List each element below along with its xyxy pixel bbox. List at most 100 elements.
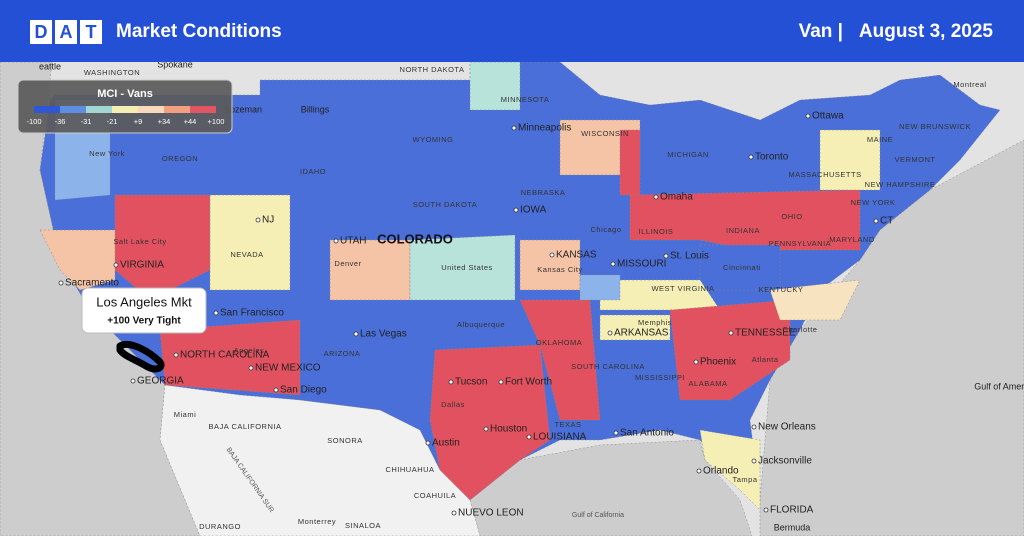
city-label: Austin	[432, 438, 460, 449]
state-label: VERMONT	[895, 155, 936, 164]
city-label: ARKANSAS	[614, 328, 669, 339]
region	[329, 239, 411, 301]
city-label: MISSOURI	[617, 259, 666, 270]
city-dot	[248, 365, 254, 371]
region	[409, 234, 516, 301]
state-label: WISCONSIN	[581, 129, 629, 138]
logo-box	[80, 20, 102, 44]
city-dot	[805, 113, 811, 119]
legend-swatch	[86, 106, 112, 113]
city-dot	[58, 280, 64, 286]
state-label: ILLINOIS	[639, 227, 674, 236]
state-label: OHIO	[781, 212, 802, 221]
date: August 3, 2025	[859, 21, 994, 42]
state-label: CHIHUAHUA	[385, 465, 434, 474]
state-label: SINALOA	[345, 521, 381, 530]
city-label: San Antonio	[620, 428, 674, 439]
state-label: OREGON	[162, 154, 198, 163]
water	[469, 439, 753, 537]
city-dot	[483, 426, 489, 432]
region	[429, 344, 551, 501]
state-label: KENTUCKY	[759, 285, 804, 294]
scribble	[116, 341, 165, 373]
city-label: San Diego	[280, 385, 327, 396]
state-label: COAHUILA	[414, 491, 456, 500]
city-label: UTAH	[340, 236, 366, 247]
city-label: IOWA	[520, 205, 547, 216]
legend-swatch	[112, 106, 138, 113]
state-label: Charlotte	[783, 325, 818, 334]
state-label: Albuquerque	[457, 320, 505, 329]
city-dot	[130, 378, 136, 384]
state-label: WASHINGTON	[84, 68, 140, 77]
state-label: Kansas City	[537, 265, 583, 274]
region	[819, 129, 881, 191]
map-label: Billings	[301, 104, 330, 114]
equipment: Van |	[799, 21, 843, 42]
logo-letter: A	[60, 22, 73, 42]
region	[209, 194, 291, 291]
header-bar	[0, 0, 1024, 62]
city-label: KANSAS	[556, 250, 597, 261]
state-label: Angeles	[234, 346, 265, 355]
map-label: Gulf of California	[572, 512, 624, 519]
state-label: United States	[441, 263, 493, 272]
state-label: MAINE	[867, 135, 893, 144]
state-label: NORTH DAKOTA	[400, 65, 465, 74]
callout-box	[81, 287, 207, 334]
state-label: TEXAS	[554, 420, 581, 429]
state-label: NEVADA	[230, 250, 263, 259]
legend-bar: -100 -36 -31 -21 +9 +34 +44 +100	[26, 106, 224, 126]
callout-status: +100 Very Tight	[107, 316, 181, 327]
state-label: Dallas	[441, 400, 465, 409]
city-dot	[653, 194, 659, 200]
city-label: Houston	[490, 424, 527, 435]
state-label: Memphis	[638, 318, 672, 327]
logo: D A T	[30, 20, 102, 44]
state-label: IDAHO	[300, 167, 326, 176]
state-label: SOUTH CAROLINA	[571, 362, 645, 371]
state-label: Denver	[334, 259, 361, 268]
city-dot	[526, 434, 532, 440]
state-label: MICHIGAN	[667, 150, 709, 159]
state-label: OKLAHOMA	[536, 338, 583, 347]
legend-swatch	[138, 106, 164, 113]
legend-tick: +34	[158, 117, 171, 126]
city-label: TENNESSEE	[735, 328, 796, 339]
city-dot	[513, 207, 519, 213]
state-label: Tampa	[732, 475, 757, 484]
city-dot	[333, 238, 339, 244]
city-dot	[748, 154, 754, 160]
callout: Los Angeles Mkt +100 Very Tight	[81, 287, 207, 334]
state-label: WEST VIRGINIA	[651, 284, 714, 293]
map-label: COLORADO	[377, 231, 453, 246]
city-dot	[607, 330, 613, 336]
region	[599, 314, 671, 341]
state-label: Monterrey	[298, 517, 336, 526]
region	[619, 129, 641, 196]
city-dot	[173, 352, 179, 358]
city-dot	[763, 507, 769, 513]
city-dot	[873, 218, 879, 224]
state-label: MARYLAND	[829, 235, 875, 244]
city-label: NORTH CAROLINA	[180, 350, 270, 361]
map-label: Bozeman	[224, 104, 262, 114]
city-dot	[353, 331, 359, 337]
region	[699, 429, 761, 511]
city-label: Las Vegas	[360, 329, 407, 340]
map-label: Gulf of America	[974, 381, 1024, 391]
city-label: Orlando	[703, 466, 739, 477]
city-label: San Francisco	[220, 308, 284, 319]
state-label: INDIANA	[726, 226, 760, 235]
city-label: Sacramento	[65, 278, 119, 289]
legend-swatch	[164, 106, 190, 113]
state-label: MINNESOTA	[501, 95, 550, 104]
state-label: NEBRASKA	[521, 188, 566, 197]
region	[519, 299, 601, 421]
state-label: MISSISSIPPI	[635, 373, 685, 382]
state-label: ALABAMA	[689, 379, 728, 388]
header-title: Market Conditions	[116, 21, 282, 42]
legend: MCI - Vans -100 -36 -31 -21 +9 +34 +44 +100	[17, 79, 233, 134]
